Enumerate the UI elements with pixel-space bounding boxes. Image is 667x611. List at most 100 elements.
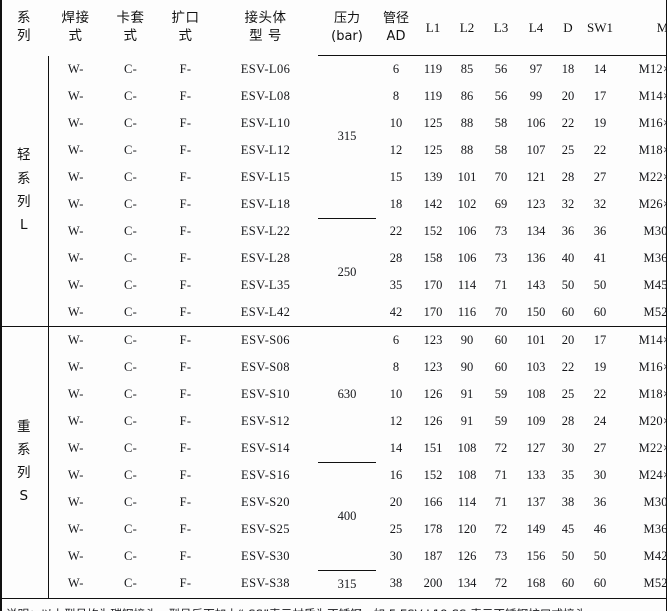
model-cell: ESV-S25: [241, 522, 290, 536]
ferrule-type-cell: C-: [123, 305, 138, 319]
weld-type-cell: W-: [67, 549, 84, 563]
pressure-cell: 250: [318, 217, 376, 327]
l4-cell: 134: [526, 224, 546, 238]
series-label: 重 系 列 S: [17, 418, 31, 505]
l3-cell: 72: [494, 576, 508, 591]
l2-cell: 90: [450, 326, 484, 354]
d-cell: 60: [561, 576, 575, 591]
l2-cell: 114: [457, 278, 477, 292]
l4-cell: 106: [526, 116, 546, 130]
flare-type-cell: F-: [179, 549, 192, 563]
header-l4: L4: [518, 0, 554, 56]
model-cell: ESV-S20: [241, 495, 290, 509]
ferrule-type-cell: C-: [123, 61, 138, 76]
d-cell: 40: [561, 251, 575, 265]
weld-type-cell: W-: [67, 387, 84, 401]
ferrule-type-cell: C-: [123, 468, 138, 482]
l2-cell: 91: [460, 387, 474, 401]
model-cell: ESV-L08: [240, 89, 291, 103]
weld-type-cell: W-: [67, 89, 84, 103]
header-weld-type: 焊接 式: [61, 9, 90, 44]
l1-cell: 125: [423, 143, 443, 157]
footnote: 说明：以上型号均为碳钢接头，型号后面加上“-SS”表示材质为不锈钢，如 F-ES…: [0, 597, 667, 611]
l2-cell: 101: [457, 170, 477, 184]
l2-cell: 134: [457, 576, 477, 591]
thread-cell: M36×2: [643, 251, 667, 265]
l2-cell: 90: [460, 360, 474, 374]
pipe-diameter-cell: 16: [389, 468, 403, 482]
d-cell: 25: [561, 387, 575, 401]
ferrule-type-cell: C-: [123, 441, 138, 455]
d-cell: 28: [561, 414, 575, 428]
l2-cell: 88: [460, 143, 474, 157]
l4-cell: 150: [526, 305, 546, 319]
ferrule-type-cell: C-: [123, 495, 138, 509]
model-cell: ESV-L10: [240, 116, 291, 130]
table-row: W- C- F- ESV-L42 42 170 116 70 150 60 60 M52×2: [0, 299, 667, 327]
l1-cell: 125: [423, 116, 443, 130]
flare-type-cell: F-: [179, 89, 192, 103]
pipe-diameter-cell: 15: [389, 170, 403, 184]
sw1-cell: 19: [593, 360, 607, 374]
l1-cell: 119: [423, 89, 443, 103]
l1-cell: 158: [423, 251, 443, 265]
l4-cell: 143: [526, 278, 546, 292]
flare-type-cell: F-: [179, 441, 192, 455]
l1-cell: 151: [423, 441, 443, 455]
d-cell: 32: [561, 197, 575, 211]
thread-cell: M36×2: [643, 522, 667, 536]
pipe-diameter-cell: 14: [389, 441, 403, 455]
weld-type-cell: W-: [67, 170, 84, 184]
model-cell: ESV-L18: [240, 197, 291, 211]
l2-cell: 106: [457, 224, 477, 238]
header-d: D: [554, 0, 582, 56]
l3-cell: 73: [494, 251, 508, 265]
weld-type-cell: W-: [67, 414, 84, 428]
header-l1: L1: [416, 0, 450, 56]
model-cell: ESV-S08: [241, 360, 290, 374]
l1-cell: 170: [423, 278, 443, 292]
l1-cell: 200: [423, 576, 443, 591]
l3-cell: 71: [494, 468, 508, 482]
model-cell: ESV-S06: [213, 326, 318, 354]
pipe-diameter-cell: 8: [392, 89, 400, 103]
ferrule-type-cell: C-: [123, 522, 138, 536]
table-row: W- C- F- ESV-S08 8 123 90 60 103 22 19 M16×1.5: [0, 354, 667, 381]
l4-cell: 156: [526, 549, 546, 563]
weld-type-cell: W-: [67, 495, 84, 509]
thread-cell: M16×1.5: [638, 116, 667, 130]
flare-type-cell: F-: [179, 414, 192, 428]
weld-type-cell: W-: [67, 116, 84, 130]
table-header: 系 列 焊接 式 卡套 式 扩口 式 接头体 型 号 压力 (bar) 管径 A…: [0, 0, 667, 56]
pressure-cell: 315: [318, 569, 376, 598]
frame-left-edge: [0, 0, 2, 611]
model-cell: ESV-S38: [241, 576, 290, 591]
pipe-diameter-cell: 28: [389, 251, 403, 265]
l4-cell: 99: [529, 89, 543, 103]
header-series: 系 列: [17, 9, 31, 44]
l3-cell: 70: [494, 170, 508, 184]
sw1-cell: 36: [593, 224, 607, 238]
header-flare-type: 扩口 式: [171, 9, 200, 44]
l2-cell: 88: [460, 116, 474, 130]
ferrule-type-cell: C-: [123, 576, 138, 591]
header-m: M: [618, 0, 667, 56]
series-label-cell: 轻 系 列 L: [0, 55, 49, 327]
d-cell: 20: [554, 326, 582, 354]
thread-cell: M22×1.5: [638, 441, 667, 455]
model-cell: ESV-S12: [241, 414, 290, 428]
l1-cell: 123: [423, 360, 443, 374]
thread-cell: M52×2: [643, 576, 667, 591]
l2-cell: 91: [460, 414, 474, 428]
l3-cell: 59: [494, 387, 508, 401]
ferrule-type-cell: C-: [123, 278, 138, 292]
l2-cell: 114: [457, 495, 477, 509]
table-row: W- C- F- ESV-S30 30 187 126 73 156 50 50 M42×2: [0, 543, 667, 570]
pipe-diameter-cell: 10: [389, 387, 403, 401]
table-row: W- C- F- ESV-S25 25 178 120 72 149 45 46 M36×2: [0, 516, 667, 543]
thread-cell: M12×1.5: [638, 62, 667, 76]
header-l2: L2: [450, 0, 484, 56]
model-cell: ESV-S10: [241, 387, 290, 401]
weld-type-cell: W-: [67, 278, 84, 292]
d-cell: 20: [561, 89, 575, 103]
